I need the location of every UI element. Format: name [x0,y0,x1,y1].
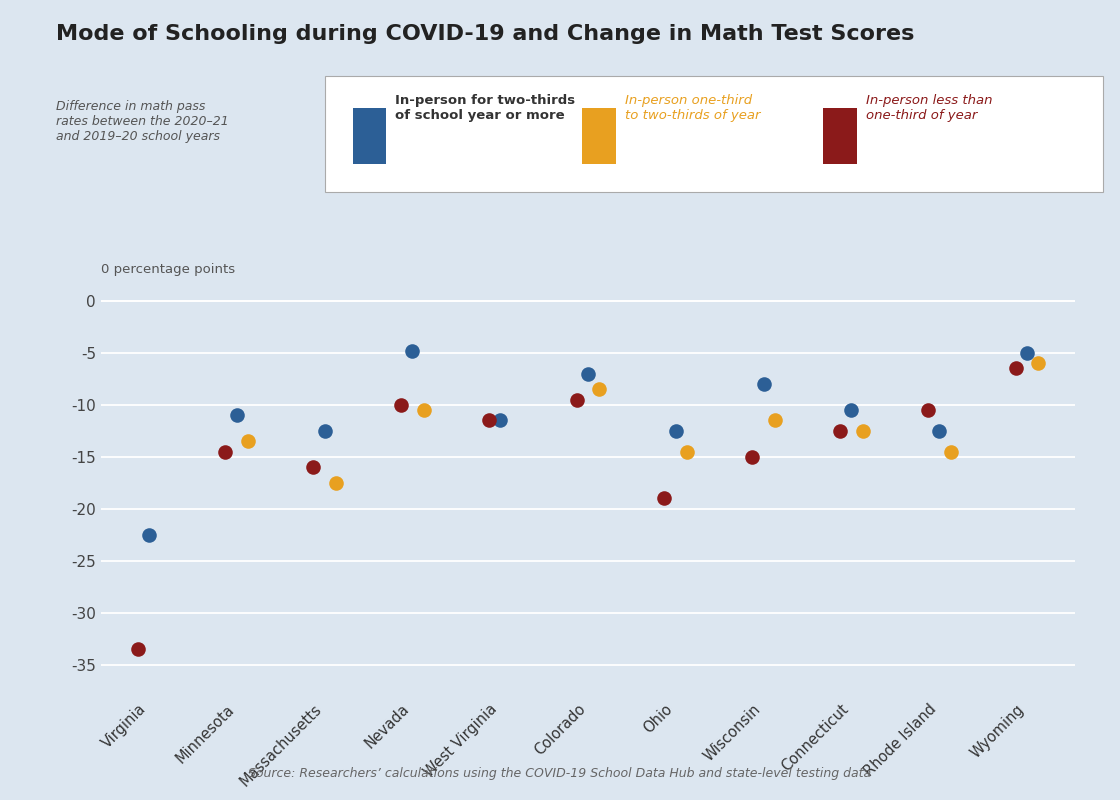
Point [327,476,345,489]
Point [129,643,147,656]
Point [655,492,673,505]
Point [140,528,158,541]
Point [766,414,784,427]
Point [831,424,849,437]
Point [744,450,762,463]
Point [590,382,608,395]
Text: Difference in math pass
rates between the 2020–21
and 2019–20 school years: Difference in math pass rates between th… [56,100,228,143]
Point [853,424,871,437]
Point [414,403,432,416]
Point [1018,346,1036,359]
Point [227,409,245,422]
Point [568,393,586,406]
Point [842,403,860,416]
Point [755,378,773,390]
Point [216,445,234,458]
Point [1007,362,1025,374]
Text: In-person for two-thirds
of school year or more: In-person for two-thirds of school year … [395,94,576,122]
Text: Source: Researchers’ calculations using the COVID-19 School Data Hub and state-l: Source: Researchers’ calculations using … [249,767,871,780]
Point [479,414,497,427]
Point [931,424,949,437]
Text: In-person less than
one-third of year: In-person less than one-third of year [866,94,992,122]
Point [918,403,936,416]
Text: In-person one-third
to two-thirds of year: In-person one-third to two-thirds of yea… [625,94,760,122]
Point [316,424,334,437]
Point [392,398,410,411]
Point [403,344,421,357]
Point [579,367,597,380]
Text: 0 percentage points: 0 percentage points [101,263,235,276]
Point [1029,357,1047,370]
Point [679,445,697,458]
Point [666,424,684,437]
Point [942,445,960,458]
Point [492,414,510,427]
Point [305,461,323,474]
Text: Mode of Schooling during COVID-19 and Change in Math Test Scores: Mode of Schooling during COVID-19 and Ch… [56,24,914,44]
Point [240,434,258,447]
